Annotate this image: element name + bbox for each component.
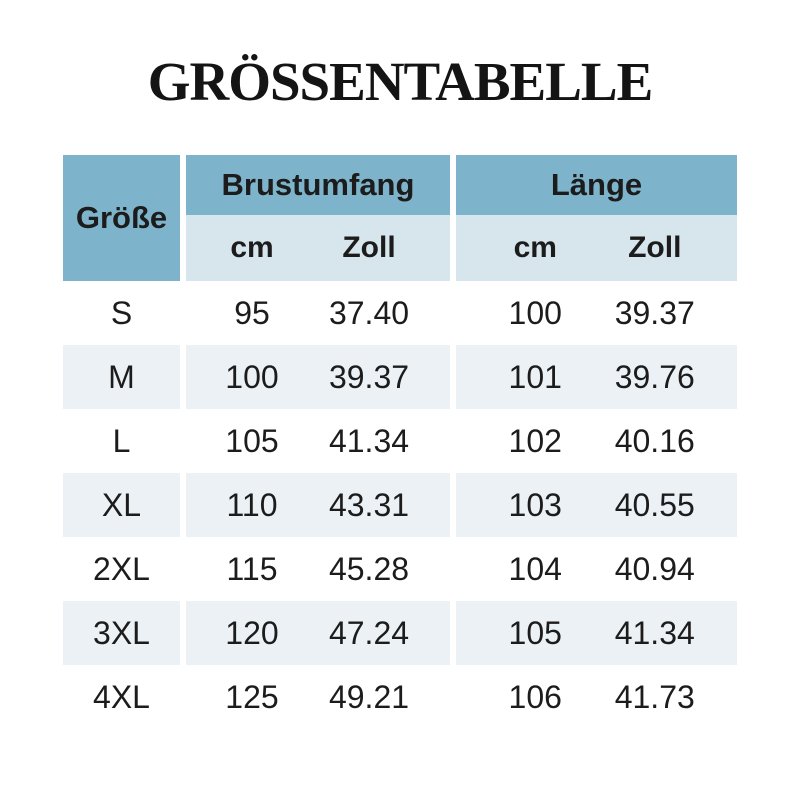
value-cm-cell: 100 xyxy=(225,358,279,395)
laenge-header-cell: Länge xyxy=(456,155,737,215)
value-zoll-cell: 41.73 xyxy=(614,678,695,715)
page-title: GRÖSSENTABELLE xyxy=(147,51,654,112)
brustumfang-cm-unit-label: cm xyxy=(230,231,274,264)
value-zoll-cell: 41.34 xyxy=(328,422,410,459)
value-zoll-cell: 47.24 xyxy=(328,614,410,651)
size-cell: 2XL xyxy=(93,550,150,587)
size-cell: 4XL xyxy=(93,678,150,715)
value-cm-cell: 105 xyxy=(508,614,562,651)
value-cm-cell: 115 xyxy=(226,550,278,587)
value-cm-cell: 95 xyxy=(234,294,270,331)
value-cm-cell: 101 xyxy=(508,358,562,395)
laenge-zoll-unit-label: Zoll xyxy=(628,231,682,264)
table-row: 101 39.76 xyxy=(456,345,737,409)
value-zoll-cell: 39.76 xyxy=(614,358,695,395)
brustumfang-column-group: Brustumfang cm Zoll 95 37.40 100 39.37 105 41… xyxy=(186,155,450,729)
size-cell: 3XL xyxy=(63,601,180,665)
size-column-header-cell: Größe xyxy=(63,155,180,281)
table-row: 100 39.37 xyxy=(186,345,450,409)
value-zoll-cell: 41.34 xyxy=(614,614,695,651)
size-cell: XL xyxy=(63,473,180,537)
laenge-column-group: Länge cm Zoll 100 39.37 101 39.76 102 40.16 10… xyxy=(456,155,737,729)
table-row: 115 45.28 xyxy=(186,537,450,601)
value-cm-cell: 104 xyxy=(508,550,562,587)
table-row: 104 40.94 xyxy=(456,537,737,601)
size-table: Größe S M L XL 2XL 3XL 4XL Brustumfang cm Zoll… xyxy=(63,155,737,729)
value-cm-cell: 100 xyxy=(508,294,562,331)
table-row: 95 37.40 xyxy=(186,281,450,345)
value-cm-cell: 106 xyxy=(508,678,562,715)
table-row: 102 40.16 xyxy=(456,409,737,473)
value-zoll-cell: 40.94 xyxy=(614,550,695,587)
brustumfang-zoll-unit-label: Zoll xyxy=(342,231,396,264)
table-row: 103 40.55 xyxy=(456,473,737,537)
value-zoll-cell: 43.31 xyxy=(328,486,410,523)
table-row: 106 41.73 xyxy=(456,665,737,729)
value-cm-cell: 110 xyxy=(226,486,278,523)
laenge-rows: 100 39.37 101 39.76 102 40.16 103 40.55 104 40.94… xyxy=(456,281,737,729)
size-column: Größe S M L XL 2XL 3XL 4XL xyxy=(63,155,180,729)
brustumfang-unit-header-row: cm Zoll xyxy=(186,215,450,281)
laenge-cm-unit-label: cm xyxy=(513,231,557,264)
value-zoll-cell: 37.40 xyxy=(328,294,410,331)
table-row: 105 41.34 xyxy=(186,409,450,473)
table-row: 100 39.37 xyxy=(456,281,737,345)
table-row: 120 47.24 xyxy=(186,601,450,665)
value-zoll-cell: 40.16 xyxy=(614,422,695,459)
value-zoll-cell: 45.28 xyxy=(328,550,410,587)
value-cm-cell: 102 xyxy=(508,422,562,459)
table-row: 110 43.31 xyxy=(186,473,450,537)
value-cm-cell: 103 xyxy=(508,486,562,523)
brustumfang-rows: 95 37.40 100 39.37 105 41.34 110 43.31 115 45.28 1… xyxy=(186,281,450,729)
value-zoll-cell: 39.37 xyxy=(614,294,695,331)
table-row: 105 41.34 xyxy=(456,601,737,665)
value-zoll-cell: 49.21 xyxy=(328,678,410,715)
size-cell: S xyxy=(110,294,133,331)
size-cell: M xyxy=(63,345,180,409)
value-cm-cell: 120 xyxy=(225,614,279,651)
value-zoll-cell: 39.37 xyxy=(328,358,410,395)
size-cells: S M L XL 2XL 3XL 4XL xyxy=(63,281,180,729)
value-cm-cell: 105 xyxy=(225,422,279,459)
brustumfang-header-cell: Brustumfang xyxy=(186,155,450,215)
laenge-unit-header-row: cm Zoll xyxy=(456,215,737,281)
value-zoll-cell: 40.55 xyxy=(614,486,695,523)
value-cm-cell: 125 xyxy=(225,678,279,715)
table-row: 125 49.21 xyxy=(186,665,450,729)
size-cell: L xyxy=(112,422,131,459)
